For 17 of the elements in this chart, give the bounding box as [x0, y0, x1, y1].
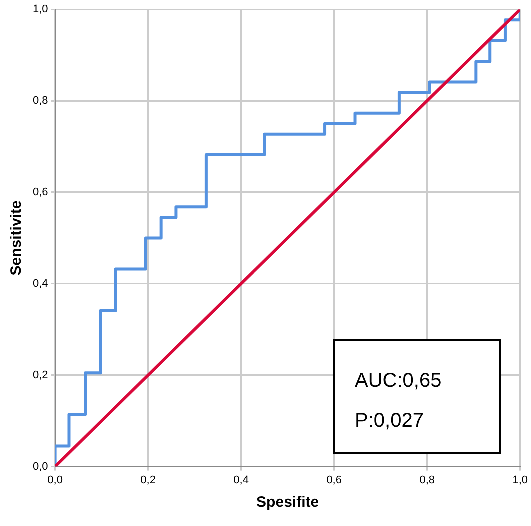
y-axis-title: Sensitivite — [8, 200, 26, 276]
x-tick-label: 0,8 — [420, 474, 435, 486]
y-tick-label: 0,0 — [32, 460, 48, 473]
y-tick-label: 1,0 — [32, 4, 48, 16]
annotation: P:0,027 — [355, 409, 425, 434]
y-tick-label: 0,8 — [32, 95, 48, 108]
y-tick-label: 0,6 — [32, 186, 48, 199]
y-tick-label: 0,4 — [32, 278, 48, 290]
x-tick-label: 1,0 — [512, 474, 528, 486]
y-tick-label: 0,2 — [32, 369, 48, 382]
annotation: AUC:0,65 — [355, 369, 443, 394]
x-tick-label: 0,2 — [140, 474, 156, 486]
note-box: AUC:0,65 P:0,027 — [333, 339, 501, 454]
x-tick-label: 0,4 — [234, 474, 249, 486]
x-tick-label: 0,0 — [48, 474, 63, 486]
x-axis-title: Spesifite — [256, 494, 320, 512]
x-tick-label: 0,6 — [326, 474, 342, 486]
